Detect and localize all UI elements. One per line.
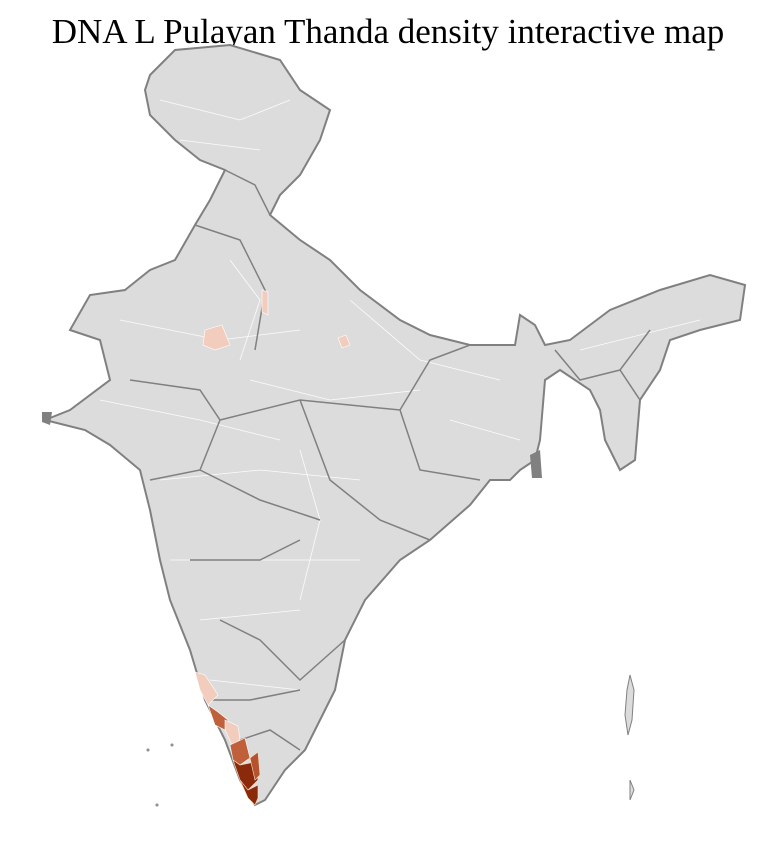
density-districts[interactable] [194,289,351,806]
district-low-haryana[interactable] [261,289,269,316]
gujarat-coast-mark [42,412,52,425]
state-borders [129,169,651,751]
district-high-kerala-south[interactable] [239,779,259,806]
district-mid-idukki[interactable] [249,751,261,781]
district-mid-kerala-north[interactable] [229,737,251,766]
district-borders [99,99,701,691]
district-low-up[interactable] [337,334,351,349]
sundarbans-coast [530,450,542,478]
map-title: DNA L Pulayan Thanda density interactive… [51,12,725,51]
islands [146,674,635,807]
district-low-karnataka[interactable] [194,671,219,706]
country-outline [41,43,747,807]
district-low-rajasthan[interactable] [202,324,231,351]
